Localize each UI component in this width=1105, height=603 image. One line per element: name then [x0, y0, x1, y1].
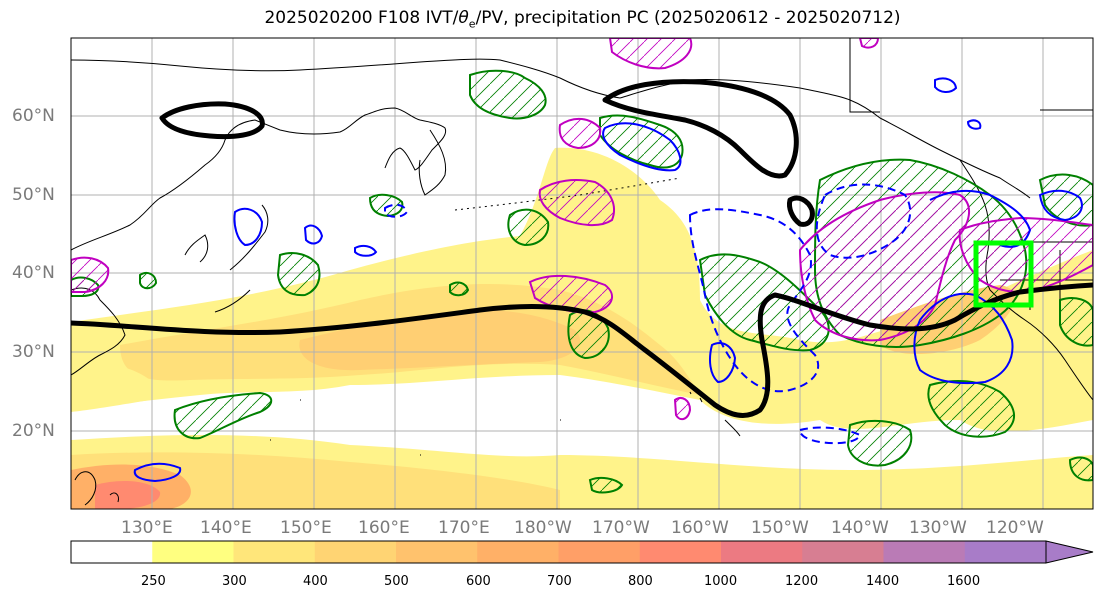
lon-label-170w: 170°W: [592, 518, 650, 538]
colorbar-segment: [964, 541, 1047, 563]
colorbar-tick-300: 300: [222, 574, 247, 589]
pv-contour-japan: [233, 207, 264, 247]
colorbar-tick-250: 250: [141, 574, 166, 589]
precip-pc-pos-south1: [588, 476, 624, 494]
map-plot-area: [71, 38, 1093, 509]
precip-pc-pos-midwest: [507, 208, 550, 247]
colorbar-extend-arrow: [1045, 540, 1094, 564]
coastline-asia: [71, 107, 447, 251]
theta-e-small-loop: [787, 195, 815, 227]
colorbar-segment: [314, 541, 397, 563]
lon-label-180w: 180°W: [514, 518, 572, 538]
colorbar-tick-400: 400: [303, 574, 328, 589]
colorbar: [70, 540, 1094, 564]
precip-pc-pos-small2: [139, 272, 158, 290]
precip-pc-pos-south2: [1068, 456, 1093, 482]
ivt-band-south-300: [71, 452, 560, 509]
colorbar-frame: [70, 540, 1046, 564]
lon-label-130e: 130°E: [121, 518, 173, 538]
pv-contour-hawaii: [709, 342, 737, 384]
precip-pc-negative: [71, 38, 1093, 421]
precip-pc-pos-south-hawaii: [846, 419, 913, 467]
colorbar-segment: [639, 541, 722, 563]
precip-pc-neg-northsmall: [858, 38, 880, 49]
precip-pc-pos-subtropics: [173, 391, 273, 440]
precip-pc-pos-small1: [449, 281, 470, 297]
map-title: 2025020200 F108 IVT/θe/PV, precipitation…: [264, 8, 901, 31]
precip-pc-pos-japan: [276, 252, 321, 297]
pv-contours-dashed: [384, 183, 912, 445]
lon-label-140e: 140°E: [200, 518, 252, 538]
colorbar-tick-700: 700: [547, 574, 572, 589]
theta-e-contours: [71, 79, 1093, 418]
theta-e-main: [71, 282, 1093, 418]
pv-contour-north1: [934, 77, 958, 93]
precip-pc-neg-west: [71, 256, 110, 293]
coastline-pacific-islands: [270, 399, 564, 456]
colorbar-tick-500: 500: [384, 574, 409, 589]
pv-dashed-kuril: [384, 203, 409, 218]
map-frame: [70, 37, 1094, 510]
lat-label-20n: 20°N: [12, 421, 55, 441]
lon-label-150e: 150°E: [280, 518, 332, 538]
pv-contour-small: [354, 244, 378, 257]
colorbar-tick-1600: 1600: [947, 574, 981, 589]
colorbar-segment: [152, 541, 234, 563]
lat-label-40n: 40°N: [12, 263, 55, 283]
colorbar-segment: [71, 541, 153, 563]
lon-label-130w: 130°W: [909, 518, 967, 538]
lat-label-50n: 50°N: [12, 185, 55, 205]
colorbar-tick-1400: 1400: [866, 574, 900, 589]
colorbar-segment: [558, 541, 641, 563]
pv-contour-southwest: [133, 462, 182, 483]
coastline-philippines: [74, 471, 119, 506]
pv-dashed-trough: [688, 208, 820, 393]
lon-label-140w: 140°W: [831, 518, 889, 538]
pv-contour-kamchatka: [602, 122, 682, 172]
lon-label-160w: 160°W: [671, 518, 729, 538]
colorbar-tick-800: 800: [628, 574, 653, 589]
lat-label-60n: 60°N: [12, 106, 55, 126]
colorbar-tick-600: 600: [466, 574, 491, 589]
precip-pc-neg-north: [608, 38, 693, 70]
colorbar-segment: [233, 541, 316, 563]
precip-pc-neg-east: [798, 191, 970, 342]
precip-pc-pos-aleutian: [469, 69, 547, 120]
pv-contour-coast: [1038, 189, 1083, 222]
pv-contour-southeast: [913, 292, 1014, 385]
precip-pc-pos-kuril: [368, 193, 404, 218]
colorbar-segment: [721, 541, 803, 563]
lon-label-150w: 150°W: [751, 518, 809, 538]
lon-label-160e: 160°E: [358, 518, 410, 538]
pv-dashed-south: [798, 426, 862, 445]
precip-pc-neg-small: [673, 397, 692, 421]
coastline-korea-japan: [184, 204, 269, 313]
pv-contour-japan-east: [303, 224, 324, 245]
colorbar-segment: [477, 541, 559, 563]
lon-label-170e: 170°E: [438, 518, 490, 538]
pv-contour-north2: [966, 119, 982, 130]
precip-pc-neg-midocean: [538, 179, 615, 226]
theta-e-siberia-loop: [159, 101, 265, 140]
precip-pc-pos-eastcoast: [1059, 297, 1093, 347]
coastline-hawaii: [689, 391, 741, 437]
colorbar-segment: [883, 541, 966, 563]
precip-pc-pos-kamchatka: [599, 114, 684, 169]
colorbar-segment: [396, 541, 478, 563]
precip-pc-neg-aleutian: [558, 117, 602, 150]
theta-e-alaska-loop: [602, 79, 799, 179]
colorbar-tick-1200: 1200: [785, 574, 819, 589]
coastline-siberia: [71, 58, 621, 99]
pv-dashed-northeast: [815, 183, 912, 259]
lat-label-30n: 30°N: [12, 342, 55, 362]
coastline-kamchatka: [418, 129, 447, 196]
target-region-box: [973, 240, 1034, 308]
ivt-band-west-250: [71, 363, 150, 412]
ivt-core-southwest-2: [95, 480, 161, 509]
colorbar-segment: [802, 541, 884, 563]
colorbar-tick-1000: 1000: [704, 574, 738, 589]
lon-label-120w: 120°W: [986, 518, 1044, 538]
